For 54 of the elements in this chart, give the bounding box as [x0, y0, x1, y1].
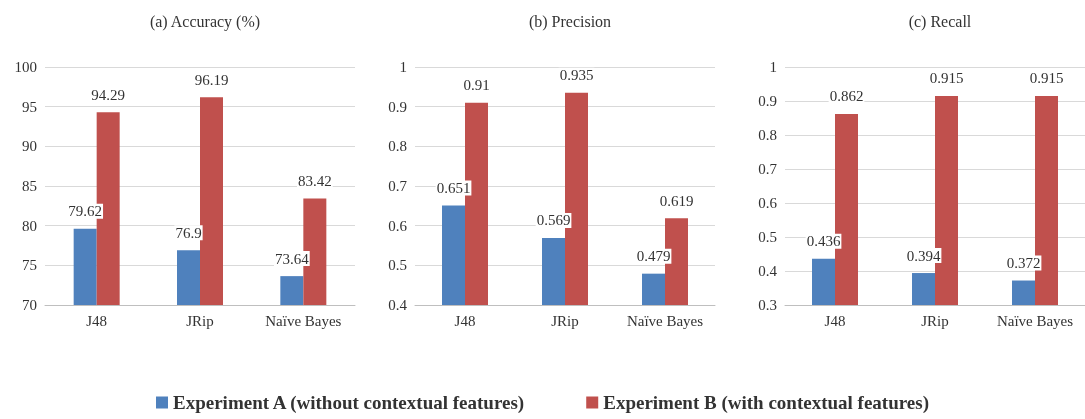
data-label: 79.62 — [68, 203, 103, 220]
data-label: 76.9 — [175, 224, 202, 241]
data-label: 0.91 — [463, 77, 490, 94]
chart-title: (a) Accuracy (%) — [149, 12, 261, 31]
x-tick-label: J48 — [824, 312, 846, 329]
data-label: 0.619 — [659, 192, 694, 209]
y-tick-label: 0.8 — [388, 138, 407, 155]
y-tick-label: 0.4 — [758, 263, 778, 279]
x-tick-label: JRip — [186, 312, 214, 329]
x-tick-label: JRip — [921, 312, 949, 329]
y-tick-label: 1 — [769, 59, 777, 75]
data-label: 83.42 — [297, 173, 332, 190]
data-label: 0.372 — [1006, 255, 1041, 272]
y-tick-label: 0.7 — [758, 161, 778, 177]
x-tick-label: J48 — [454, 312, 476, 329]
y-tick-label: 0.6 — [758, 195, 778, 211]
y-tick-label: 95 — [22, 98, 37, 115]
x-tick-label: JRip — [551, 312, 579, 329]
y-tick-label: 0.3 — [758, 297, 777, 313]
x-tick-label: Naïve Bayes — [626, 312, 704, 329]
data-label: 0.436 — [806, 233, 841, 250]
data-label: 0.915 — [929, 70, 964, 87]
data-label: 0.569 — [536, 212, 571, 229]
data-label: 0.915 — [1029, 70, 1064, 87]
y-tick-label: 0.8 — [758, 127, 777, 143]
y-tick-label: 0.4 — [388, 297, 408, 313]
x-tick-label: Naïve Bayes — [996, 312, 1074, 329]
y-tick-label: 90 — [22, 138, 37, 155]
y-tick-label: 0.6 — [388, 217, 408, 234]
y-tick-label: 1 — [399, 59, 407, 75]
y-tick-label: 0.9 — [758, 93, 777, 109]
y-tick-label: 70 — [22, 297, 37, 313]
x-tick-label: Naïve Bayes — [265, 312, 342, 329]
data-label: 0.862 — [829, 88, 864, 105]
data-label: 0.935 — [559, 67, 594, 84]
data-label: 0.651 — [436, 179, 471, 196]
y-tick-label: 80 — [22, 217, 37, 234]
data-label: 96.19 — [194, 71, 229, 88]
legend-label: Experiment A (without contextual features) — [173, 392, 525, 414]
y-tick-label: 0.7 — [388, 178, 408, 194]
y-tick-label: 85 — [22, 178, 37, 194]
y-tick-label: 100 — [14, 59, 37, 75]
data-label: 73.64 — [274, 250, 310, 267]
x-tick-label: J48 — [86, 312, 108, 329]
y-tick-label: 75 — [22, 257, 37, 274]
data-label: 0.394 — [906, 247, 941, 264]
chart-title: (c) Recall — [908, 12, 972, 31]
y-tick-label: 0.9 — [388, 98, 407, 115]
data-label: 0.479 — [636, 248, 671, 265]
y-tick-label: 0.5 — [388, 257, 407, 274]
y-tick-label: 0.5 — [758, 229, 777, 245]
data-label: 94.29 — [91, 86, 126, 103]
chart-title: (b) Precision — [528, 12, 612, 31]
legend-label: Experiment B (with contextual features) — [603, 392, 929, 414]
